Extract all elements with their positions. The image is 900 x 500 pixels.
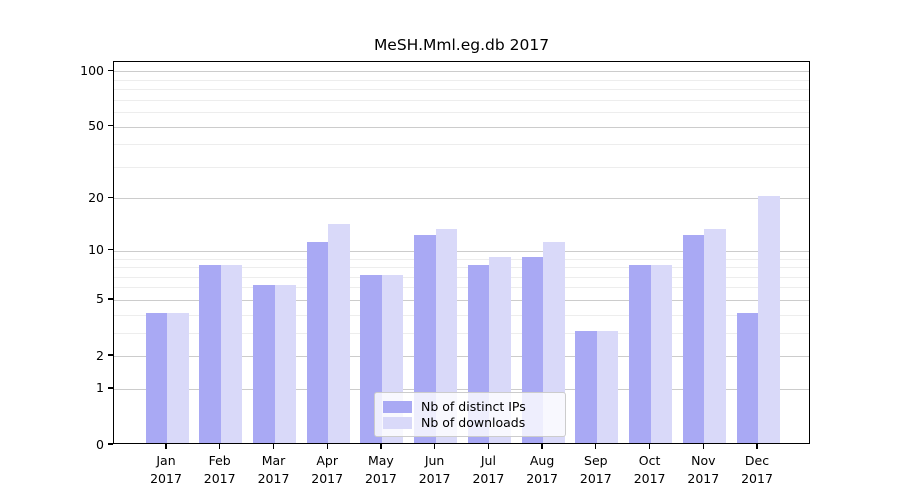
y-tick-mark — [108, 443, 113, 445]
x-tick-label-sep: Sep 2017 — [579, 453, 612, 487]
bar-downloads-apr — [328, 223, 350, 443]
y-tick-label: 5 — [96, 291, 104, 307]
y-tick-label: 100 — [80, 62, 104, 78]
bar-distinct-ips-mar — [253, 285, 275, 443]
x-tick-mark — [326, 444, 328, 449]
x-tick-label-nov: Nov 2017 — [687, 453, 720, 487]
bar-downloads-feb — [220, 265, 243, 443]
major-gridline — [114, 126, 809, 128]
bar-downloads-sep — [596, 330, 619, 443]
bar-distinct-ips-feb — [199, 265, 221, 443]
x-tick-label-dec: Dec 2017 — [741, 453, 773, 487]
bar-distinct-ips-oct — [629, 265, 651, 443]
major-gridline — [114, 71, 809, 73]
minor-gridline — [114, 276, 809, 278]
x-tick-label-may: May 2017 — [364, 453, 397, 487]
legend-label-downloads: Nb of downloads — [421, 415, 526, 430]
x-tick-mark — [272, 444, 275, 449]
minor-gridline — [114, 332, 809, 334]
bar-distinct-ips-jun — [414, 235, 436, 443]
legend-entry-downloads: Nb of downloads — [383, 415, 555, 430]
bar-downloads-dec — [758, 196, 780, 443]
y-tick-label: 10 — [88, 242, 104, 258]
x-tick-mark — [433, 444, 436, 449]
x-tick-label-mar: Mar 2017 — [257, 453, 290, 487]
chart-title: MeSH.Mml.eg.db 2017 — [373, 36, 550, 54]
major-gridline — [114, 299, 809, 301]
y-tick-mark — [108, 196, 113, 199]
x-tick-mark — [702, 444, 704, 449]
y-tick-label: 50 — [88, 118, 104, 133]
bar-downloads-jan — [167, 312, 189, 443]
minor-gridline — [114, 89, 809, 90]
y-tick-mark — [108, 354, 113, 356]
bar-downloads-jun — [435, 229, 458, 443]
x-tick-label-apr: Apr 2017 — [311, 453, 344, 487]
x-tick-mark — [487, 444, 490, 449]
y-tick-mark — [108, 387, 113, 389]
bar-distinct-ips-nov — [682, 235, 705, 443]
legend-entry-distinct-ips: Nb of distinct IPs — [383, 399, 555, 414]
minor-gridline — [114, 79, 809, 81]
y-tick-mark — [108, 124, 113, 127]
major-gridline — [114, 356, 809, 357]
minor-gridline — [114, 287, 809, 289]
y-tick-mark — [108, 298, 113, 300]
y-tick-mark — [108, 69, 113, 71]
x-tick-label-aug: Aug 2017 — [526, 453, 558, 487]
y-tick-label: 20 — [88, 189, 104, 205]
x-tick-mark — [756, 444, 758, 449]
bar-downloads-mar — [274, 285, 296, 443]
legend: Nb of distinct IPs Nb of downloads — [374, 392, 566, 437]
minor-gridline — [114, 99, 809, 101]
bar-distinct-ips-jan — [145, 312, 167, 443]
minor-gridline — [114, 166, 809, 168]
bar-distinct-ips-dec — [736, 312, 758, 443]
legend-swatch-downloads — [383, 416, 412, 429]
x-tick-mark — [380, 444, 382, 449]
y-tick-mark — [108, 249, 113, 251]
x-tick-mark — [219, 444, 221, 449]
x-tick-mark — [648, 444, 651, 449]
bar-distinct-ips-sep — [575, 330, 597, 443]
x-tick-mark — [165, 444, 167, 449]
x-tick-label-feb: Feb 2017 — [203, 453, 236, 487]
bar-downloads-oct — [650, 265, 673, 443]
minor-gridline — [114, 314, 809, 316]
minor-gridline — [114, 112, 809, 113]
x-tick-mark — [541, 444, 543, 449]
major-gridline — [114, 388, 809, 390]
y-tick-label: 2 — [96, 347, 104, 363]
minor-gridline — [114, 144, 809, 146]
y-tick-label: 0 — [96, 436, 104, 452]
bar-downloads-nov — [704, 229, 726, 443]
major-gridline — [114, 250, 809, 252]
major-gridline — [114, 198, 809, 200]
bar-distinct-ips-apr — [306, 241, 329, 443]
legend-swatch-distinct-ips — [383, 400, 412, 413]
x-tick-label-jan: Jan 2017 — [150, 453, 182, 487]
x-tick-label-jul: Jul 2017 — [472, 453, 505, 487]
x-tick-mark — [595, 444, 597, 449]
x-tick-label-jun: Jun 2017 — [418, 453, 451, 487]
legend-label-distinct-ips: Nb of distinct IPs — [421, 399, 526, 414]
y-tick-label: 1 — [96, 380, 104, 396]
x-tick-label-oct: Oct 2017 — [633, 453, 666, 487]
minor-gridline — [114, 258, 809, 260]
minor-gridline — [114, 267, 809, 268]
plot-area: Nb of distinct IPs Nb of downloads — [113, 61, 810, 444]
